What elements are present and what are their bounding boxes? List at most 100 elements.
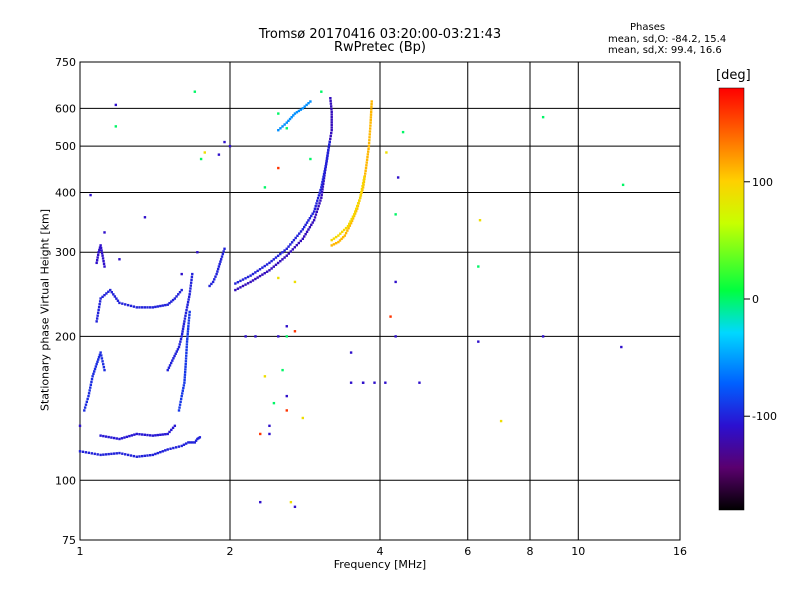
data-point [220, 255, 224, 258]
data-point [289, 500, 293, 504]
data-point [151, 306, 155, 309]
data-point [97, 358, 100, 361]
data-point [268, 261, 271, 265]
data-point [323, 171, 327, 174]
colorbar-label: [deg] [716, 68, 751, 83]
data-point [156, 433, 159, 437]
data-point [274, 256, 278, 259]
data-point [180, 332, 184, 336]
data-point [370, 102, 373, 106]
data-point [268, 424, 271, 428]
data-point [321, 188, 324, 191]
data-point [107, 452, 110, 456]
data-point [367, 147, 370, 151]
data-point [100, 357, 104, 360]
data-point [93, 452, 96, 456]
data-point [337, 234, 340, 237]
data-point [182, 322, 186, 326]
x-tick-label: 2 [227, 545, 234, 558]
data-point [216, 270, 219, 273]
x-tick-label: 10 [571, 545, 585, 558]
data-point [293, 280, 297, 284]
data-point [135, 306, 138, 309]
data-point [285, 254, 288, 257]
data-point [332, 237, 336, 240]
data-point [236, 281, 240, 284]
data-point [148, 434, 152, 437]
data-point [151, 434, 155, 437]
data-point [276, 254, 280, 258]
data-point [303, 105, 306, 108]
data-point [305, 103, 308, 107]
data-point [87, 394, 90, 398]
data-point [180, 444, 183, 448]
data-point [125, 435, 129, 439]
data-point [330, 115, 333, 119]
data-point [184, 357, 188, 360]
data-point [309, 157, 312, 161]
data-point [478, 219, 482, 222]
data-point [322, 172, 326, 176]
data-point [185, 306, 189, 309]
data-point [188, 310, 191, 314]
data-point [164, 449, 167, 452]
x-tick-label: 8 [527, 545, 534, 558]
data-point [177, 293, 180, 296]
data-point [326, 154, 329, 157]
data-point [330, 121, 333, 124]
data-point [102, 453, 105, 456]
data-point [81, 450, 85, 453]
data-point [327, 146, 331, 149]
data-point [303, 235, 306, 238]
y-tick-label: 100 [55, 474, 76, 487]
data-point [176, 348, 180, 351]
data-point [251, 279, 255, 282]
data-point [241, 284, 245, 288]
data-point [223, 140, 226, 144]
data-point [146, 306, 149, 309]
data-point [78, 450, 82, 453]
data-point [303, 225, 306, 229]
data-point [321, 180, 324, 184]
data-point [365, 164, 368, 167]
data-point [276, 261, 280, 265]
data-point [179, 400, 182, 404]
data-point [203, 151, 206, 154]
data-point [98, 248, 101, 252]
data-point [135, 432, 138, 436]
colorbar-ticks: 100 0 -100 [744, 176, 777, 423]
data-point [301, 107, 305, 110]
data-point [313, 216, 317, 219]
data-point [369, 118, 372, 122]
data-point [83, 409, 86, 412]
data-point [281, 251, 284, 254]
data-point [348, 224, 352, 227]
data-point [344, 226, 348, 230]
data-point [96, 360, 99, 363]
data-point [292, 114, 295, 117]
data-point [180, 335, 183, 338]
data-point [320, 90, 323, 93]
data-point [187, 322, 190, 325]
data-point [101, 257, 105, 260]
data-point [219, 260, 222, 263]
data-point [339, 232, 342, 235]
data-point [183, 381, 186, 384]
data-point [115, 452, 118, 455]
data-point [301, 416, 305, 420]
data-point [259, 432, 262, 436]
data-point [181, 327, 185, 331]
data-point [199, 157, 203, 161]
data-point [143, 433, 146, 436]
data-point [154, 452, 157, 456]
data-point [84, 403, 88, 406]
data-point [198, 436, 202, 439]
data-point [356, 202, 360, 205]
data-point [124, 453, 127, 456]
data-point [184, 360, 188, 363]
data-point [187, 441, 190, 444]
data-point [194, 439, 198, 442]
data-point [178, 403, 182, 406]
data-point [87, 451, 91, 455]
data-point [279, 252, 282, 256]
